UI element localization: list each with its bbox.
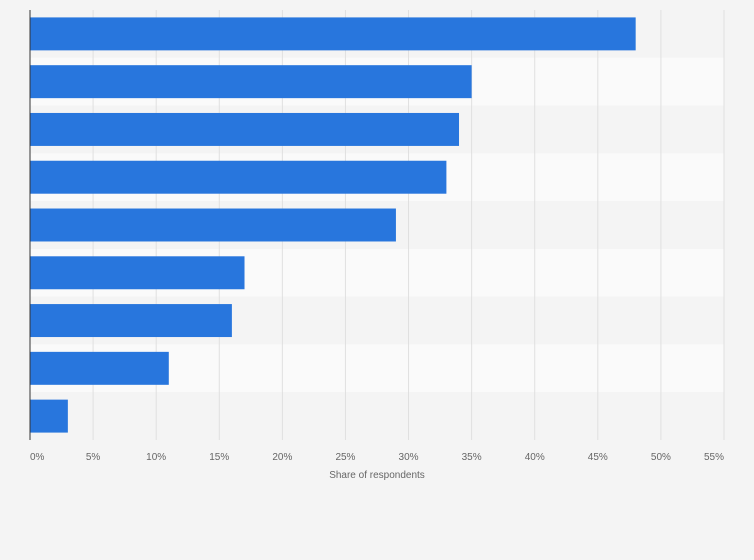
bar xyxy=(30,304,232,338)
bars xyxy=(30,17,636,433)
bar xyxy=(30,160,447,194)
bar xyxy=(30,351,169,385)
x-tick-label: 40% xyxy=(525,452,545,463)
x-tick-labels: 0% 5% 10% 15% 20% 25% 30% 35% 40% 45% 50% 55% xyxy=(30,452,724,463)
x-tick-label: 15% xyxy=(209,452,229,463)
x-tick-label: 30% xyxy=(399,452,419,463)
x-tick-label: 5% xyxy=(86,452,101,463)
bar xyxy=(30,399,68,433)
x-tick-label: 50% xyxy=(651,452,671,463)
x-tick-label: 20% xyxy=(272,452,292,463)
x-tick-label: 35% xyxy=(462,452,482,463)
x-tick-label: 25% xyxy=(335,452,355,463)
x-tick-label: 45% xyxy=(588,452,608,463)
row-band xyxy=(30,392,724,440)
bar xyxy=(30,112,460,146)
bar xyxy=(30,65,472,99)
x-tick-label: 0% xyxy=(30,452,45,463)
bar xyxy=(30,208,396,242)
x-axis-title: Share of respondents xyxy=(329,470,425,481)
x-tick-label: 55% xyxy=(704,452,724,463)
x-tick-label: 10% xyxy=(146,452,166,463)
bar xyxy=(30,17,636,51)
bar xyxy=(30,256,245,290)
